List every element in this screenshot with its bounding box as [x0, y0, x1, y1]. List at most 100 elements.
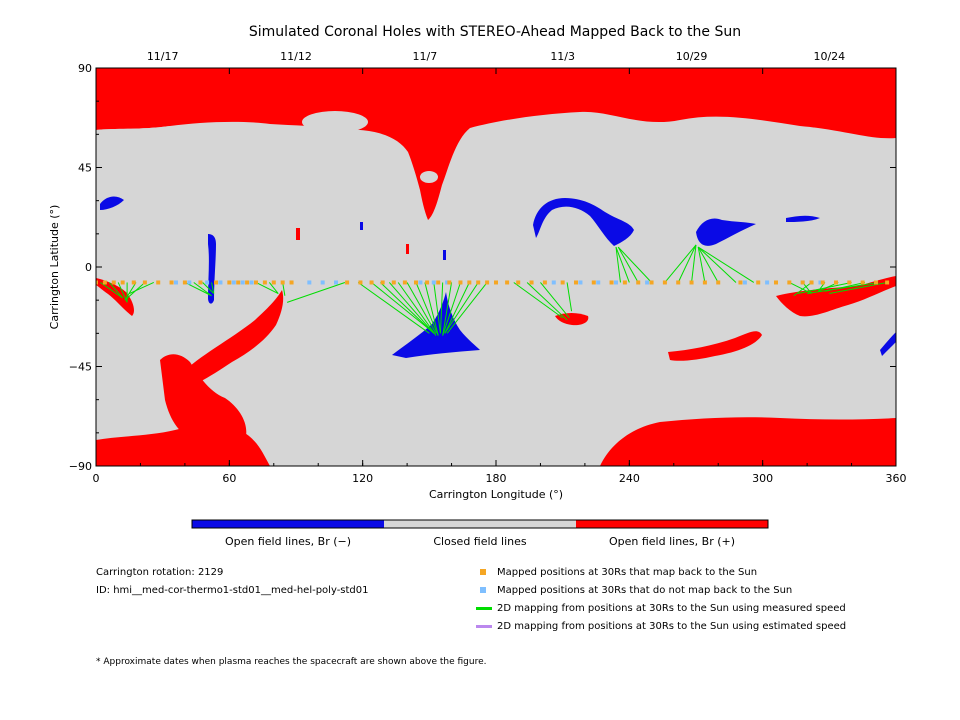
plot-area [96, 68, 896, 466]
mapping-line [433, 282, 441, 334]
mapping-line [566, 282, 573, 312]
positive-speck-2 [406, 244, 409, 254]
carrington-rotation: Carrington rotation: 2129 [96, 567, 224, 578]
mapping-line [397, 282, 437, 336]
top-date-label: 11/12 [280, 50, 312, 63]
position-no-map [218, 280, 223, 285]
legend-square-swatch [480, 569, 486, 575]
mapping-line [129, 282, 154, 294]
position-map-back [280, 280, 285, 285]
position-map-back [345, 280, 350, 285]
position-map-back [756, 280, 761, 285]
position-map-back [676, 280, 681, 285]
closed-field-islands [96, 111, 438, 183]
mapping-line [697, 246, 755, 283]
position-no-map [307, 280, 312, 285]
y-axis-ticks: 90 45 0 −45 −90 [69, 62, 896, 473]
mapping-line [691, 244, 697, 283]
x-tick-label: 300 [752, 472, 773, 485]
legend-square-swatch [480, 587, 486, 593]
mapping-line [677, 244, 697, 283]
colorbar-label: Open field lines, Br (+) [609, 535, 735, 548]
legend-line-swatch [476, 625, 492, 628]
top-date-label: 10/24 [813, 50, 845, 63]
mapping-line [424, 282, 439, 336]
mapping-line [211, 282, 215, 294]
mapping-line [255, 282, 279, 294]
position-map-back [236, 280, 241, 285]
mapping-line [446, 282, 488, 334]
position-map-back [787, 280, 792, 285]
position-no-map [645, 280, 650, 285]
position-map-back [102, 280, 107, 285]
mapping-line [371, 282, 432, 332]
chart-title: Simulated Coronal Holes with STEREO-Ahea… [249, 24, 741, 40]
top-date-axis: 11/17 11/12 11/7 11/3 10/29 10/24 [147, 50, 845, 63]
position-map-back [542, 280, 547, 285]
mapping-line [798, 281, 852, 295]
positive-diagonal-band [180, 290, 284, 388]
position-map-back [485, 280, 490, 285]
mapping-lines-measured [100, 244, 888, 336]
position-map-back [182, 280, 187, 285]
position-map-back [156, 280, 161, 285]
mapping-line [444, 282, 479, 334]
position-no-map [614, 280, 618, 285]
top-date-label: 10/29 [676, 50, 708, 63]
mapping-line [617, 246, 652, 283]
position-map-back [800, 280, 805, 285]
positions-map-back [96, 280, 890, 285]
y-tick-label: 90 [78, 62, 92, 75]
colorbar-label: Closed field lines [433, 535, 527, 548]
legend-label: Mapped positions at 30Rs that map back t… [497, 567, 758, 578]
position-map-back [834, 280, 838, 285]
position-map-back [414, 280, 418, 285]
position-map-back [402, 280, 407, 285]
position-map-back [649, 280, 654, 285]
position-no-map [431, 280, 436, 285]
position-map-back [820, 280, 825, 285]
mapping-line [526, 282, 568, 321]
position-map-back [289, 280, 294, 285]
position-no-map [240, 280, 245, 285]
x-axis-ticks: 0 60 120 180 240 300 360 [93, 68, 907, 485]
position-map-back [131, 280, 136, 285]
position-map-back [622, 280, 627, 285]
colorbar-segment [192, 520, 384, 528]
position-no-map [320, 280, 325, 285]
position-map-back [227, 280, 232, 285]
position-map-back [214, 280, 218, 285]
position-no-map [818, 280, 823, 285]
legend-label: Mapped positions at 30Rs that do not map… [497, 585, 793, 596]
colorbar-frame [191, 519, 769, 529]
position-map-back [662, 280, 667, 285]
negative-strip-lon55 [208, 234, 216, 304]
position-map-back [425, 280, 430, 285]
position-map-back [380, 280, 385, 285]
mapping-line [664, 244, 697, 283]
negative-hole-north-right [696, 218, 756, 246]
north-polar-positive-hole [96, 68, 896, 220]
y-tick-label: 0 [85, 261, 92, 274]
mapping-line [193, 282, 212, 297]
position-map-back [262, 280, 267, 285]
legend-label: 2D mapping from positions at 30Rs to the… [497, 621, 847, 632]
mapping-line [540, 282, 570, 319]
position-map-back [809, 280, 814, 285]
position-map-back [529, 280, 534, 285]
positive-patch-mid-south [668, 331, 762, 361]
y-tick-label: 45 [78, 162, 92, 175]
position-map-back [271, 280, 276, 285]
colorbar-segment [384, 520, 576, 528]
position-no-map [596, 280, 601, 285]
y-tick-label: −90 [69, 460, 92, 473]
mapping-line [282, 282, 286, 296]
position-no-map [445, 280, 450, 285]
mapping-line [444, 282, 470, 334]
position-map-back [358, 280, 363, 285]
mapping-line [388, 282, 435, 334]
colorbar-label: Open field lines, Br (−) [225, 535, 351, 548]
colorbar-segment [576, 520, 768, 528]
position-map-back [458, 280, 463, 285]
position-no-map [551, 280, 556, 285]
